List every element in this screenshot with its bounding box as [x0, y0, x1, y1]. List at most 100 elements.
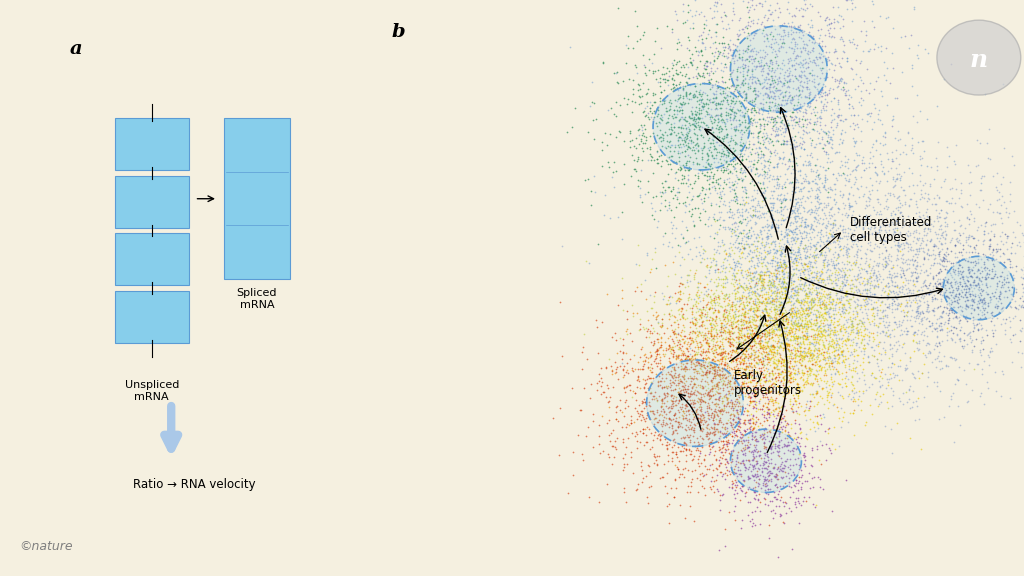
Point — [807, 320, 823, 329]
Point — [734, 387, 751, 396]
Point — [647, 414, 664, 423]
Point — [995, 275, 1012, 285]
Point — [899, 283, 915, 293]
Point — [804, 206, 820, 215]
Point — [864, 229, 881, 238]
Point — [755, 255, 771, 264]
Point — [757, 331, 773, 340]
Point — [738, 324, 755, 333]
Point — [715, 95, 731, 104]
Point — [744, 350, 761, 359]
Point — [683, 357, 699, 366]
Point — [682, 435, 698, 444]
Point — [750, 502, 766, 511]
Point — [744, 18, 761, 28]
Point — [751, 291, 767, 300]
Point — [931, 339, 947, 348]
Point — [786, 259, 803, 268]
Point — [946, 437, 963, 446]
Point — [769, 320, 785, 329]
Point — [838, 336, 854, 346]
Point — [636, 403, 652, 412]
Point — [739, 333, 756, 342]
Point — [749, 312, 765, 321]
Point — [654, 382, 671, 392]
Point — [879, 13, 895, 22]
Point — [768, 372, 784, 381]
Point — [952, 305, 969, 314]
Point — [815, 88, 831, 97]
Point — [688, 291, 705, 300]
Point — [735, 272, 752, 282]
Point — [774, 300, 791, 309]
Point — [838, 277, 854, 286]
Point — [660, 381, 677, 391]
Point — [768, 330, 784, 339]
Point — [820, 389, 837, 398]
Point — [755, 341, 771, 350]
Point — [733, 403, 750, 412]
Point — [732, 317, 749, 326]
Point — [698, 175, 715, 184]
Point — [762, 425, 778, 434]
Point — [828, 236, 845, 245]
Point — [800, 98, 816, 107]
Point — [719, 457, 735, 466]
Point — [700, 77, 717, 86]
Point — [673, 328, 689, 337]
Point — [771, 276, 787, 286]
Point — [717, 459, 733, 468]
Point — [716, 307, 732, 316]
Point — [870, 195, 887, 204]
Point — [776, 249, 793, 258]
Point — [826, 346, 843, 355]
Point — [654, 395, 671, 404]
Point — [759, 173, 775, 183]
Point — [771, 320, 787, 329]
Point — [687, 90, 703, 99]
Point — [773, 32, 790, 41]
Point — [877, 323, 893, 332]
Point — [770, 276, 786, 286]
Point — [644, 363, 660, 372]
Point — [883, 274, 899, 283]
Text: Differentiated
cell types: Differentiated cell types — [850, 217, 932, 244]
Point — [748, 389, 764, 398]
Point — [780, 419, 797, 429]
Point — [778, 71, 795, 80]
Point — [900, 275, 916, 285]
Point — [731, 414, 748, 423]
Point — [877, 288, 893, 297]
Point — [860, 110, 877, 119]
Point — [708, 103, 724, 112]
Point — [646, 49, 663, 58]
Point — [765, 287, 781, 297]
Point — [973, 294, 989, 303]
Point — [766, 186, 782, 195]
Point — [676, 164, 692, 173]
Point — [732, 120, 749, 129]
Point — [714, 370, 730, 380]
Point — [1011, 237, 1024, 247]
Point — [799, 378, 815, 387]
Point — [764, 332, 780, 342]
Point — [743, 144, 760, 153]
Point — [763, 327, 779, 336]
Point — [797, 297, 813, 306]
Point — [681, 430, 697, 439]
Point — [802, 191, 818, 200]
Point — [737, 221, 754, 230]
Point — [771, 76, 787, 85]
Point — [672, 98, 688, 108]
Point — [778, 317, 795, 326]
Point — [746, 471, 763, 480]
Point — [780, 155, 797, 164]
Point — [609, 213, 626, 222]
Point — [671, 456, 687, 465]
Point — [761, 92, 777, 101]
Point — [691, 292, 708, 301]
Point — [733, 436, 750, 445]
Point — [701, 113, 718, 122]
Point — [651, 96, 668, 105]
Point — [823, 300, 840, 309]
